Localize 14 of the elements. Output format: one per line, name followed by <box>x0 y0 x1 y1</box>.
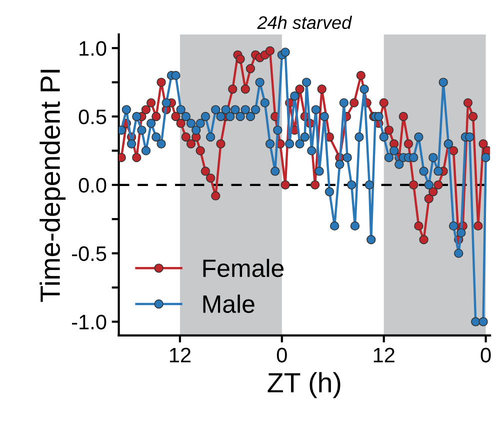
y-tick-label: -1.0 <box>72 314 106 330</box>
x-tick-label: 12 <box>170 348 191 362</box>
y-tick-label: 1.0 <box>80 41 106 56</box>
legend-label: Male <box>203 294 254 313</box>
chart-title: 24h starved <box>257 16 352 30</box>
x-axis-title: ZT (h) <box>268 372 340 398</box>
y-tick-label: 0.0 <box>78 178 106 193</box>
legend-label: Female <box>203 258 284 278</box>
x-tick-label: 12 <box>374 348 394 362</box>
y-tick-label: -0.5 <box>72 246 106 262</box>
y-tick-label: 0.5 <box>78 109 106 124</box>
x-tick-label: 0 <box>276 348 287 363</box>
x-tick-label: 0 <box>480 348 491 363</box>
y-axis-title: Time-dependent PI <box>40 70 66 302</box>
